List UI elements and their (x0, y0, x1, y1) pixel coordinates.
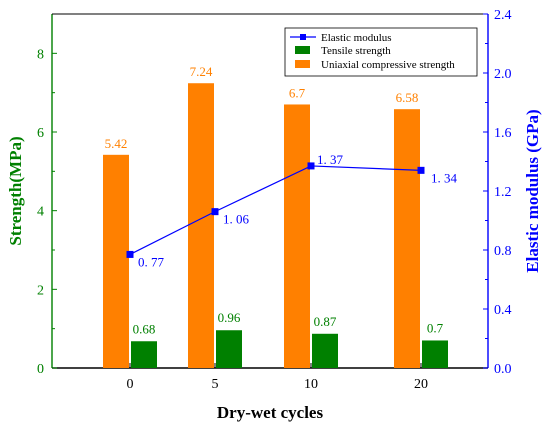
legend-box (284, 27, 478, 77)
elastic-modulus-point (211, 208, 219, 216)
legend-elastic-modulus-marker (300, 34, 306, 40)
tensile-bar-label: 0.68 (133, 321, 156, 336)
ucs-bar (394, 109, 420, 368)
ucs-bar (284, 104, 310, 368)
left-axis-ticks: 0 2 4 6 8 (37, 47, 57, 377)
elastic-modulus-label: 1. 34 (431, 170, 458, 185)
tensile-bar (312, 333, 338, 368)
legend-ucs-label: Uniaxial compressive strength (321, 59, 455, 71)
legend-tensile-strength-swatch (295, 46, 310, 54)
bars-layer (103, 83, 448, 368)
left-tick-label: 8 (37, 47, 44, 62)
legend-elastic-modulus-label: Elastic modulus (321, 32, 392, 44)
elastic-modulus-label: 0. 77 (138, 254, 165, 269)
tensile-bar (422, 340, 448, 368)
right-axis-ticks: 0.0 0.4 0.8 1.2 1.6 2.0 2.4 (483, 8, 512, 377)
left-tick-label: 2 (37, 283, 44, 298)
ucs-bar (103, 154, 129, 368)
left-tick-label: 6 (37, 126, 44, 141)
right-tick-label: 1.2 (494, 185, 512, 200)
elastic-modulus-label: 1. 37 (317, 152, 344, 167)
x-tick-label: 10 (304, 377, 318, 392)
tensile-bar (216, 330, 242, 368)
left-axis-title: Strength(MPa) (6, 136, 25, 245)
legend-tensile-strength-label: Tensile strength (321, 45, 391, 57)
right-tick-label: 0.4 (494, 303, 512, 318)
right-tick-label: 0.8 (494, 244, 512, 259)
tensile-bar-label: 0.7 (427, 320, 444, 335)
right-tick-label: 1.6 (494, 126, 512, 141)
ucs-bar-label: 5.42 (105, 136, 128, 151)
left-tick-label: 4 (37, 205, 44, 220)
ucs-bar-label: 7.24 (190, 64, 213, 79)
elastic-modulus-line-layer: 0. 77 1. 06 1. 37 1. 34 (126, 152, 458, 269)
right-tick-label: 2.0 (494, 67, 512, 82)
elastic-modulus-point (307, 162, 315, 170)
x-tick-label: 0 (127, 377, 134, 392)
tensile-bar-label: 0.96 (218, 310, 241, 325)
right-tick-label: 2.4 (494, 8, 512, 23)
left-tick-label: 0 (37, 362, 44, 377)
x-tick-label: 20 (414, 377, 428, 392)
right-tick-label: 0.0 (494, 362, 512, 377)
legend: Elastic modulus Tensile strength Uniaxia… (284, 27, 478, 77)
ucs-bar-label: 6.7 (289, 85, 306, 100)
elastic-modulus-point (126, 250, 134, 258)
x-axis-ticks: 0 5 10 20 (127, 363, 428, 392)
ucs-bar (188, 83, 214, 368)
right-axis-title: Elastic modulus (GPa) (523, 109, 542, 272)
legend-ucs-swatch (295, 60, 310, 68)
bar-labels-layer: 5.42 7.24 6.7 6.58 0.68 0.96 0.87 0.7 (105, 64, 444, 336)
x-axis-title: Dry-wet cycles (217, 403, 324, 422)
elastic-modulus-label: 1. 06 (223, 212, 250, 227)
tensile-bar (131, 341, 157, 368)
x-tick-label: 5 (212, 377, 219, 392)
elastic-modulus-point (417, 166, 425, 174)
ucs-bar-label: 6.58 (396, 90, 419, 105)
tensile-bar-label: 0.87 (314, 314, 337, 329)
elastic-modulus-line (129, 165, 422, 255)
